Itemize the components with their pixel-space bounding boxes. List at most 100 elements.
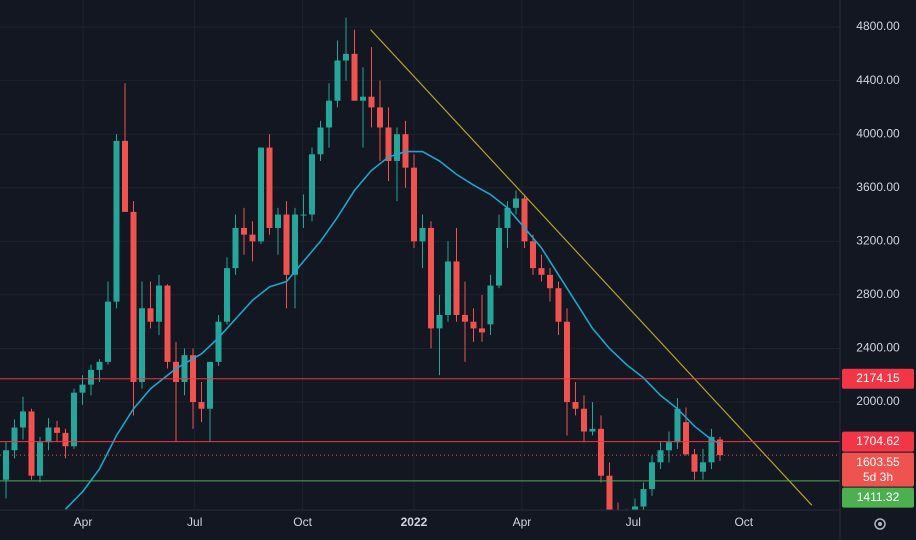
candle-body (589, 428, 596, 432)
candle-body (198, 402, 205, 409)
price-label-box (842, 368, 914, 389)
candle-body (181, 355, 188, 382)
candle-body (648, 462, 655, 490)
candle-body (487, 285, 494, 325)
candle-body (3, 450, 10, 480)
candle-body (206, 361, 213, 409)
candle-body (274, 214, 281, 228)
y-tick-label: 4400.00 (856, 73, 900, 87)
candle-body (521, 198, 528, 242)
candle-body (113, 140, 120, 302)
candle-body (317, 127, 324, 155)
candle-body (96, 361, 103, 370)
candle-body (453, 261, 460, 315)
candle-body (572, 402, 579, 409)
y-tick-label: 2400.00 (856, 341, 900, 355)
candle-body (300, 214, 307, 216)
candle-body (359, 96, 366, 101)
candle-body (563, 321, 570, 403)
price-label-box (842, 431, 914, 452)
candle-body (79, 384, 86, 393)
candle-body (682, 422, 689, 455)
candle-body (104, 301, 111, 362)
candle-body (291, 214, 298, 275)
price-level-label: 2174.15 (856, 371, 900, 385)
candle-body (512, 198, 519, 208)
settings-button[interactable] (874, 518, 886, 530)
candle-body (699, 462, 706, 472)
candle-body (223, 268, 230, 322)
candle-body (631, 506, 638, 510)
candle-body (215, 321, 222, 362)
candle-body (504, 207, 511, 228)
candle-body (257, 147, 264, 242)
settings-icon (874, 518, 886, 530)
candle-body (606, 475, 613, 510)
settings-icon-center (878, 522, 882, 526)
candle-body (20, 411, 27, 428)
x-tick-label: Oct (734, 515, 753, 529)
candle-body (716, 439, 723, 456)
candle-body (334, 60, 341, 101)
trend-line (370, 29, 813, 506)
candle-body (546, 274, 553, 289)
candle-body (410, 167, 417, 242)
price-level-label: 1704.62 (856, 434, 900, 448)
candle-body (470, 321, 477, 329)
grid (0, 0, 840, 510)
candle-body (240, 227, 247, 235)
candle-body (70, 392, 77, 447)
candle-body (266, 147, 273, 228)
candle-body (283, 214, 290, 275)
candle-body (155, 285, 162, 322)
candle-body (674, 408, 681, 443)
candle-body (172, 361, 179, 382)
candle-body (45, 427, 52, 443)
candle-body (495, 227, 502, 286)
y-tick-label: 4800.00 (856, 19, 900, 33)
candle-body (529, 241, 536, 269)
x-tick-label: Jul (187, 515, 202, 529)
candle-body (376, 107, 383, 128)
axes: 2000.00 2400.00 2800.00 3200.00 3600.00 4000.… (74, 19, 914, 529)
candle-body (657, 450, 664, 463)
candle-body (37, 442, 43, 476)
candle-body (444, 261, 451, 315)
candle-body (665, 442, 672, 451)
candle-body (11, 427, 18, 451)
candle-body (138, 308, 145, 382)
x-tick-label: 2022 (401, 515, 428, 529)
candle-body (130, 211, 137, 382)
candle-body (555, 288, 562, 322)
price-label-box (842, 452, 914, 487)
x-tick-label: Apr (74, 515, 93, 529)
candle-body (164, 285, 171, 362)
candle-body (436, 315, 443, 329)
candle-body (53, 427, 60, 433)
y-tick-label: 4000.00 (856, 126, 900, 140)
x-tick-label: Jul (626, 515, 641, 529)
candle-body (691, 454, 698, 472)
candle-body (597, 428, 604, 476)
candle-body (325, 100, 332, 128)
candle-body (538, 268, 545, 275)
y-tick-label: 2000.00 (856, 394, 900, 408)
candle-body (62, 432, 69, 447)
candle-body (249, 234, 256, 242)
candle-body (147, 308, 154, 322)
candle-body (393, 134, 400, 161)
candle-body (708, 436, 715, 463)
countdown-label: 5d 3h (863, 470, 893, 484)
price-label-box (842, 487, 914, 508)
candle-body (419, 227, 426, 242)
candle-body (385, 127, 392, 161)
x-tick-label: Apr (513, 515, 532, 529)
price-level-label: 1411.32 (857, 490, 900, 504)
candle-body (232, 227, 239, 269)
candle-body (580, 408, 587, 432)
candle-body (368, 96, 375, 108)
candle-body (478, 328, 485, 333)
candle-body (640, 489, 647, 507)
